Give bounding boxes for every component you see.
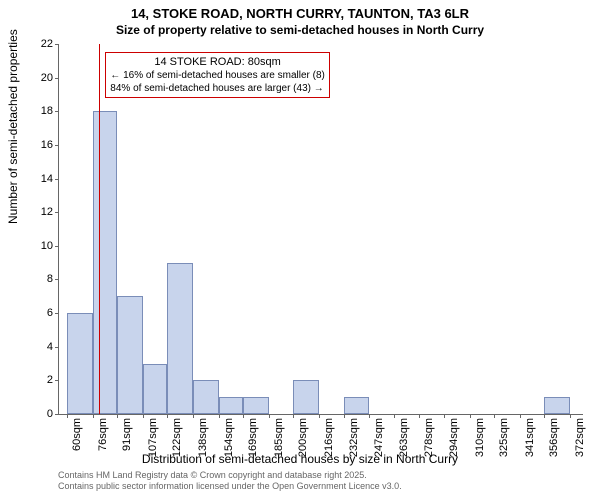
x-tick-mark [520, 414, 521, 418]
x-tick-mark [419, 414, 420, 418]
x-tick-label: 60sqm [71, 418, 83, 451]
y-tick-mark [55, 212, 59, 213]
footer-attribution: Contains HM Land Registry data © Crown c… [58, 470, 402, 492]
y-tick-mark [55, 414, 59, 415]
histogram-bar [93, 111, 117, 414]
x-tick-mark [143, 414, 144, 418]
y-tick-label: 4 [23, 341, 59, 353]
reference-line [99, 44, 100, 414]
x-tick-mark [93, 414, 94, 418]
y-tick-mark [55, 279, 59, 280]
plot-area: 14 STOKE ROAD: 80sqm ← 16% of semi-detac… [58, 44, 583, 415]
annotation-line1: ← 16% of semi-detached houses are smalle… [110, 69, 325, 82]
x-tick-mark [470, 414, 471, 418]
y-tick-label: 18 [23, 105, 59, 117]
annotation-title: 14 STOKE ROAD: 80sqm [110, 55, 325, 69]
histogram-bar [243, 397, 269, 414]
x-tick-mark [319, 414, 320, 418]
histogram-bar [117, 296, 143, 414]
x-tick-mark [117, 414, 118, 418]
histogram-bar [293, 380, 319, 414]
y-tick-mark [55, 347, 59, 348]
x-tick-mark [394, 414, 395, 418]
histogram-bar [67, 313, 93, 414]
y-tick-label: 0 [23, 408, 59, 420]
y-tick-mark [55, 44, 59, 45]
x-tick-mark [344, 414, 345, 418]
y-tick-mark [55, 246, 59, 247]
x-tick-mark [544, 414, 545, 418]
histogram-bar [219, 397, 243, 414]
y-tick-label: 2 [23, 374, 59, 386]
y-tick-label: 22 [23, 38, 59, 50]
x-tick-mark [193, 414, 194, 418]
histogram-bar [143, 364, 167, 414]
x-tick-mark [570, 414, 571, 418]
x-tick-label: 91sqm [121, 418, 133, 451]
y-tick-mark [55, 313, 59, 314]
histogram-bar [344, 397, 368, 414]
x-tick-mark [293, 414, 294, 418]
y-tick-mark [55, 78, 59, 79]
histogram-bar [167, 263, 193, 414]
x-tick-mark [369, 414, 370, 418]
chart-title-main: 14, STOKE ROAD, NORTH CURRY, TAUNTON, TA… [0, 6, 600, 21]
y-tick-mark [55, 145, 59, 146]
y-tick-mark [55, 111, 59, 112]
y-axis-label: Number of semi-detached properties [6, 29, 20, 224]
y-tick-mark [55, 380, 59, 381]
y-tick-label: 12 [23, 206, 59, 218]
y-tick-label: 8 [23, 273, 59, 285]
chart-container: 14, STOKE ROAD, NORTH CURRY, TAUNTON, TA… [0, 0, 600, 500]
y-tick-label: 16 [23, 139, 59, 151]
x-tick-mark [219, 414, 220, 418]
annotation-line2: 84% of semi-detached houses are larger (… [110, 82, 325, 95]
x-tick-mark [243, 414, 244, 418]
y-tick-label: 20 [23, 72, 59, 84]
chart-title-sub: Size of property relative to semi-detach… [0, 23, 600, 37]
y-tick-mark [55, 179, 59, 180]
x-tick-mark [494, 414, 495, 418]
x-tick-mark [444, 414, 445, 418]
x-tick-label: 76sqm [97, 418, 109, 451]
x-tick-mark [269, 414, 270, 418]
x-axis-label: Distribution of semi-detached houses by … [0, 452, 600, 466]
y-tick-label: 6 [23, 307, 59, 319]
annotation-box: 14 STOKE ROAD: 80sqm ← 16% of semi-detac… [105, 52, 330, 98]
histogram-bar [544, 397, 570, 414]
y-tick-label: 10 [23, 240, 59, 252]
histogram-bar [193, 380, 219, 414]
x-tick-mark [67, 414, 68, 418]
footer-line1: Contains HM Land Registry data © Crown c… [58, 470, 402, 481]
y-tick-label: 14 [23, 173, 59, 185]
footer-line2: Contains public sector information licen… [58, 481, 402, 492]
x-tick-mark [167, 414, 168, 418]
